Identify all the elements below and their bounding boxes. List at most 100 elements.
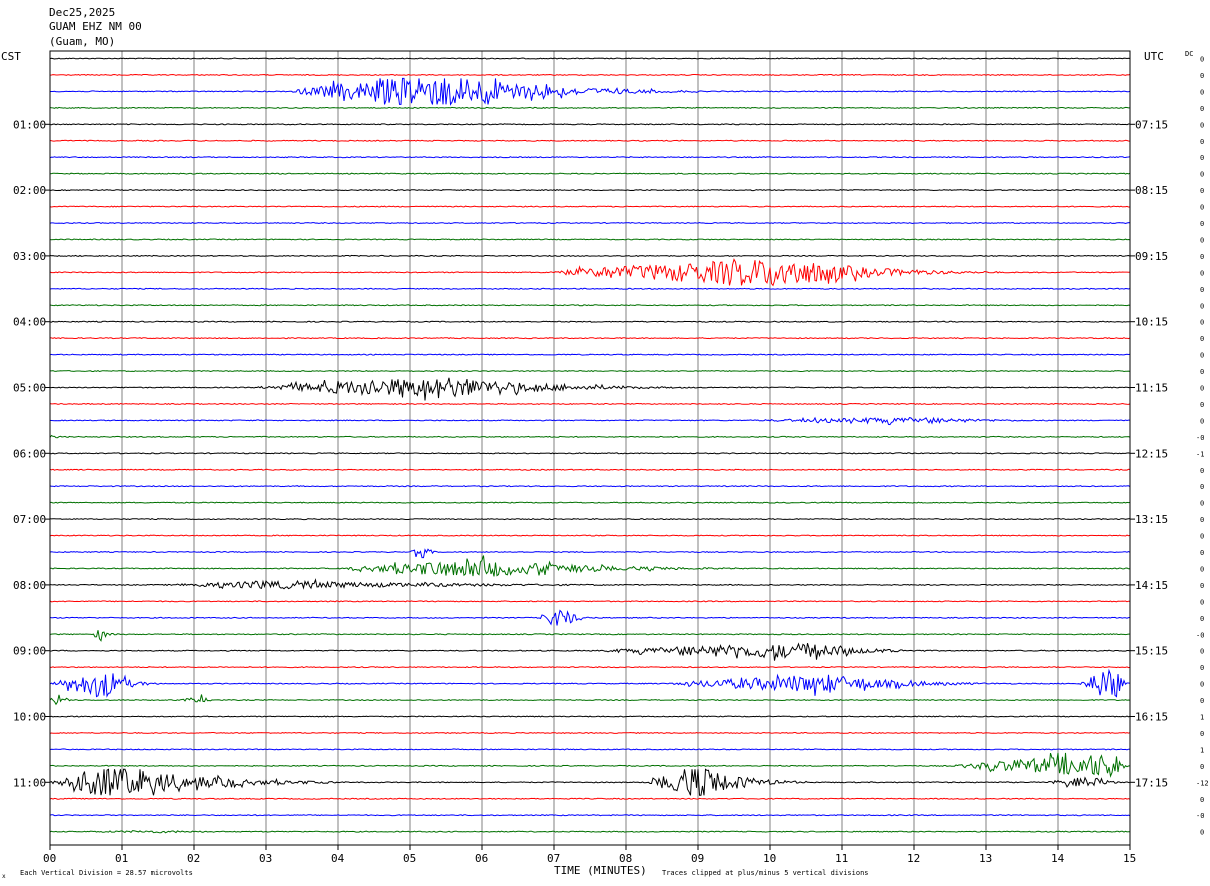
trace-line-row-12 [49,254,1131,257]
trace-line-row-17 [50,337,1131,340]
trace-line-row-44 [49,768,1131,796]
dc-value: 0 [1200,187,1204,195]
cst-hour-label: 04:00 [13,316,46,329]
dc-value: 0 [1200,286,1204,294]
dc-value: 0 [1200,352,1204,360]
dc-value: 0 [1200,269,1204,277]
utc-hour-label: 17:15 [1135,776,1168,789]
trace-line-row-32 [49,578,1131,590]
dc-value: 0 [1200,204,1204,212]
trace-line-row-24 [49,452,1131,455]
trace-line-row-15 [49,304,1131,307]
header-date: Dec25,2025 [49,6,115,19]
dc-value: -0 [1196,812,1204,820]
trace-line-row-2 [49,77,1131,106]
dc-value: 0 [1200,401,1204,409]
trace-line-row-21 [49,402,1131,405]
x-tick-label: 07 [547,852,560,865]
x-tick-label: 01 [115,852,128,865]
cst-hour-label: 01:00 [13,118,46,131]
grid-lines [121,51,1059,845]
dc-value: 0 [1200,385,1204,393]
x-tick-label: 00 [43,852,56,865]
dc-value: 0 [1200,220,1204,228]
cst-hour-label: 08:00 [13,579,46,592]
dc-value: 0 [1200,582,1204,590]
cst-hour-label: 10:00 [13,711,46,724]
dc-value: -12 [1196,779,1209,787]
trace-line-row-1 [49,73,1131,76]
x-axis-ticks: 00 01 02 03 04 05 06 07 08 09 10 11 12 13 14 15 [43,845,1136,865]
dc-value: 0 [1200,829,1204,837]
utc-hour-label: 11:15 [1135,382,1168,395]
x-tick-label: 08 [619,852,632,865]
cst-hour-label: 03:00 [13,250,46,263]
x-tick-label: 03 [259,852,272,865]
dc-value: 1 [1200,714,1204,722]
trace-line-row-37 [49,666,1131,669]
dc-value: 0 [1200,88,1204,96]
dc-value: 0 [1200,105,1204,113]
cst-hour-label: 02:00 [13,184,46,197]
utc-hour-label: 09:15 [1135,250,1168,263]
x-tick-label: 09 [691,852,704,865]
trace-line-row-19 [50,370,1131,373]
trace-line-row-10 [49,221,1131,225]
trace-line-row-46 [49,814,1131,817]
dc-value: 0 [1200,56,1204,64]
dc-value: 0 [1200,664,1204,672]
trace-line-row-8 [49,189,1131,192]
dc-value: 1 [1200,746,1204,754]
cst-hour-label: 11:00 [13,776,46,789]
trace-line-row-5 [49,139,1131,142]
dc-value: -1 [1196,450,1204,458]
utc-hour-label: 14:15 [1135,579,1168,592]
time-labels: 01:00 07:15 02:00 08:15 03:00 09:15 04:00 10:15… [13,118,1168,789]
dc-value: 0 [1200,500,1204,508]
trace-line-row-30 [49,548,1131,559]
trace-line-row-34 [49,609,1131,626]
dc-value: 0 [1200,253,1204,261]
trace-line-row-45 [49,797,1131,800]
dc-value: 0 [1200,302,1204,310]
trace-line-row-35 [49,630,1131,642]
dc-values: 0 0 0 0 0 0 0 0 0 0 0 0 0 0 0 0 0 0 0 0 0 0 0 -0 -1 0 0 0 0 0 0 0 0 0 0 -0 0… [1196,56,1209,837]
dc-value: 0 [1200,533,1204,541]
dc-value: 0 [1200,121,1204,129]
clip-note: Traces clipped at plus/minus 5 vertical … [662,869,869,877]
trace-line-row-18 [49,353,1131,356]
cst-hour-label: 09:00 [13,645,46,658]
trace-line-row-31 [49,555,1131,577]
dc-value: 0 [1200,763,1204,771]
header: Dec25,2025 GUAM EHZ NM 00 (Guam, MO) [49,6,142,48]
dc-value: 0 [1200,368,1204,376]
dc-value: 0 [1200,598,1204,606]
utc-hour-label: 16:15 [1135,711,1168,724]
plot-frame [49,50,1131,846]
utc-hour-label: 07:15 [1135,118,1168,131]
trace-line-row-41 [49,731,1131,734]
dc-value: 0 [1200,138,1204,146]
cst-hour-label: 07:00 [13,513,46,526]
x-tick-label: 05 [403,852,416,865]
utc-hour-label: 10:15 [1135,316,1168,329]
x-tick-label: 02 [187,852,200,865]
trace-line-row-6 [49,156,1131,159]
utc-hour-label: 12:15 [1135,447,1168,460]
dc-value: 0 [1200,154,1204,162]
trace-line-row-26 [49,485,1131,488]
dc-value: 0 [1200,467,1204,475]
trace-line-row-33 [49,600,1130,603]
x-tick-label: 10 [763,852,776,865]
x-tick-label: 11 [835,852,848,865]
dc-value: 0 [1200,319,1204,327]
trace-line-row-16 [49,320,1131,323]
trace-line-row-47 [49,830,1130,834]
dc-value: 0 [1200,171,1204,179]
trace-line-row-14 [49,287,1131,290]
dc-value: 0 [1200,730,1204,738]
dc-value: 0 [1200,796,1204,804]
dc-value: 0 [1200,236,1204,244]
dc-value: 0 [1200,549,1204,557]
